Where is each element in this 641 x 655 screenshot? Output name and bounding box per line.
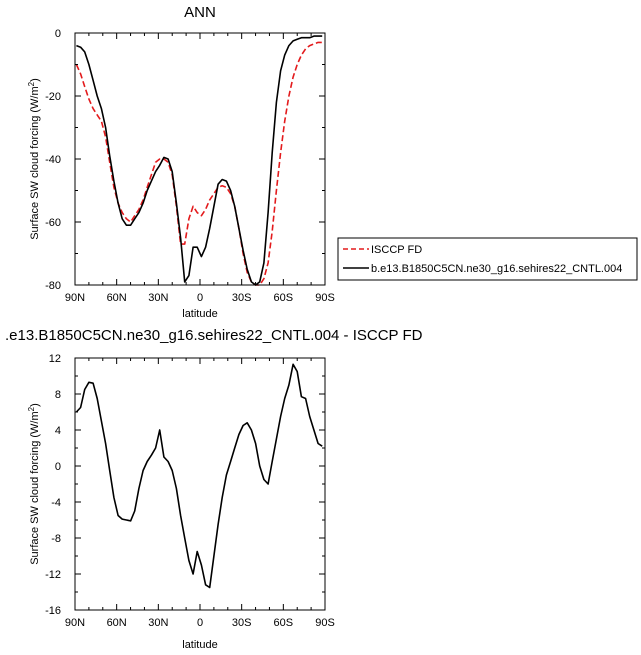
bottom-y-tick-label: 12 [49, 353, 61, 365]
bottom-series-line-0 [75, 363, 323, 589]
top-x-tick-label: 60N [107, 292, 127, 304]
top-y-tick-label: -80 [45, 280, 61, 292]
top-y-axis-label-sup: 2 [27, 81, 36, 86]
top-y-tick-label: -60 [45, 217, 61, 229]
bottom-y-tick-label: -8 [51, 533, 61, 545]
legend-label-model: b.e13.B1850C5CN.ne30_g16.sehires22_CNTL.… [371, 263, 622, 275]
top-plot-frame [74, 32, 326, 286]
bottom-series-group [75, 363, 323, 589]
top-series-line-0 [75, 41, 323, 286]
bottom-y-axis-label-close: ) [29, 403, 41, 407]
top-x-tick-label: 30N [148, 292, 168, 304]
legend-label-isccp: ISCCP FD [371, 244, 422, 256]
top-axes: 90N 60N 30N 0 30S 60S 90S 0 -20 -40 -60 -80 [45, 28, 335, 304]
top-y-axis-label-close: ) [29, 78, 41, 82]
top-series-line-1 [76, 35, 323, 286]
bottom-x-tick-label: 90S [315, 617, 335, 629]
bottom-chart-title: .e13.B1850C5CN.ne30_g16.sehires22_CNTL.0… [5, 327, 423, 344]
top-x-tick-label: 90N [65, 292, 85, 304]
bottom-y-tick-label: -12 [45, 569, 61, 581]
top-y-tick-label: 0 [55, 28, 61, 40]
top-series-group [75, 35, 323, 286]
top-x-tick-label: 90S [315, 292, 335, 304]
top-x-tick-label: 60S [274, 292, 294, 304]
bottom-x-axis-label: latitude [182, 639, 217, 651]
top-panel: ANN Surface SW cloud forcing (W/m2) 90N 6… [27, 4, 335, 320]
bottom-y-tick-label: -4 [51, 497, 61, 509]
top-x-tick-label: 0 [197, 292, 203, 304]
bottom-x-tick-label: 60N [107, 617, 127, 629]
top-chart-title: ANN [184, 4, 216, 21]
bottom-y-axis-label-sup: 2 [27, 406, 36, 411]
bottom-y-tick-label: -16 [45, 605, 61, 617]
bottom-x-tick-label: 30N [148, 617, 168, 629]
bottom-y-axis-label-main: Surface SW cloud forcing (W/m [29, 411, 41, 564]
bottom-y-tick-label: 4 [55, 425, 61, 437]
top-y-tick-label: -20 [45, 91, 61, 103]
bottom-y-axis-label: Surface SW cloud forcing (W/m2) [27, 403, 42, 565]
bottom-x-tick-label: 30S [232, 617, 252, 629]
bottom-axes: 90N 60N 30N 0 30S 60S 90S 12 8 4 0 -4 -8 -12 -16 [45, 353, 335, 629]
bottom-x-tick-label: 60S [274, 617, 294, 629]
legend: ISCCP FD b.e13.B1850C5CN.ne30_g16.sehire… [337, 237, 638, 281]
bottom-y-tick-label: 0 [55, 461, 61, 473]
bottom-panel: .e13.B1850C5CN.ne30_g16.sehires22_CNTL.0… [5, 327, 423, 651]
bottom-x-tick-label: 90N [65, 617, 85, 629]
bottom-x-tick-label: 0 [197, 617, 203, 629]
top-y-axis-label-main: Surface SW cloud forcing (W/m [29, 86, 41, 239]
bottom-y-tick-label: 8 [55, 389, 61, 401]
top-y-axis-label: Surface SW cloud forcing (W/m2) [27, 78, 42, 240]
top-x-tick-label: 30S [232, 292, 252, 304]
legend-box [337, 237, 638, 281]
top-y-tick-label: -40 [45, 154, 61, 166]
top-x-axis-label: latitude [182, 308, 217, 320]
